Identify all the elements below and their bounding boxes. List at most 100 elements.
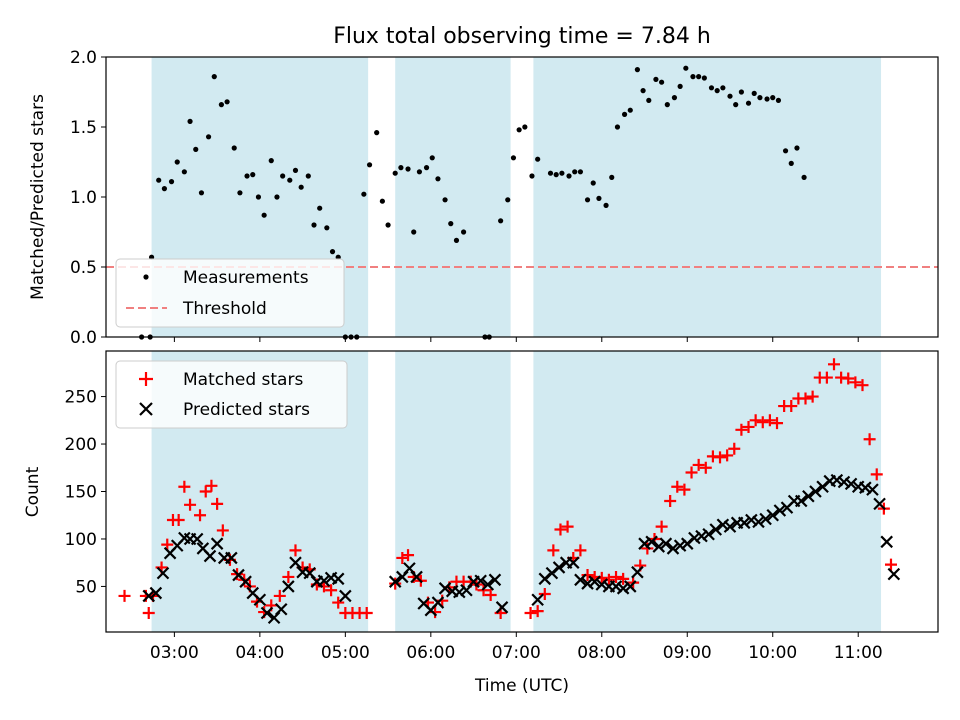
measurement-points [139, 65, 807, 340]
predicted-star-point [481, 578, 495, 591]
measurement-point [237, 190, 243, 196]
x-tick-label: 10:00 [748, 643, 797, 663]
measurement-point [522, 124, 528, 130]
x-tick-label: 06:00 [406, 643, 455, 663]
matched-star-point [531, 605, 544, 618]
x-tick-label: 07:00 [492, 643, 541, 663]
matched-star-point [199, 485, 212, 498]
legend-label: Measurements [183, 268, 309, 288]
matched-star-point [216, 524, 229, 537]
matched-star-point [799, 392, 812, 405]
predicted-star-point [274, 602, 288, 616]
measurement-point [161, 186, 168, 192]
y-ticks: 50 100 150 200 250 [65, 388, 106, 597]
predicted-star-point [773, 504, 787, 517]
matched-star-point [211, 497, 224, 510]
measurement-point [782, 148, 789, 154]
matched-star-point [538, 588, 551, 601]
measurement-point [411, 229, 417, 235]
legend: Matched stars Predicted stars [115, 360, 348, 429]
count-points [118, 358, 901, 625]
measurement-point [775, 97, 782, 103]
measurement-point [460, 229, 467, 235]
matched-star-point [641, 542, 654, 555]
measurement-point [305, 173, 311, 179]
matched-star-point [184, 498, 197, 511]
predicted-star-point [431, 596, 445, 609]
predicted-star-point [809, 485, 822, 498]
matched-star-point [161, 538, 174, 551]
predicted-star-point [638, 537, 651, 550]
measurement-point [268, 158, 274, 164]
measurement-point [423, 165, 430, 171]
matched-star-point [742, 420, 755, 433]
measurement-point [634, 67, 640, 73]
y-tick-label: 0.5 [70, 258, 97, 278]
matched-star-point [360, 607, 373, 620]
predicted-star-point [859, 481, 872, 494]
predicted-star-point [260, 606, 274, 620]
measurement-point [529, 173, 535, 179]
predicted-star-point [873, 497, 886, 511]
measurement-point [566, 173, 572, 179]
measurement-point [609, 174, 615, 180]
observing-window [533, 57, 882, 337]
matched-star-point [763, 414, 776, 427]
predicted-star-point [709, 523, 723, 536]
matched-star-point [828, 358, 840, 371]
measurement-point [714, 88, 720, 94]
measurement-point [392, 170, 398, 176]
predicted-star-point [688, 531, 701, 545]
matched-star-point [194, 509, 207, 522]
measurement-point [218, 102, 224, 108]
measurement-point [751, 90, 757, 96]
matched-star-point [685, 466, 698, 479]
predicted-star-point [595, 578, 609, 591]
measurement-point [553, 172, 559, 178]
predicted-star-point [837, 475, 851, 489]
predicted-star-point [225, 551, 238, 565]
matched-star-point [728, 442, 741, 455]
measurement-point [453, 237, 460, 243]
matched-star-point [332, 596, 345, 609]
matched-star-point [282, 570, 295, 583]
matched-star-point [561, 520, 574, 533]
matched-star-point [842, 372, 855, 385]
measurement-point [379, 198, 385, 204]
measurement-point [168, 179, 175, 185]
predicted-star-point [574, 573, 587, 587]
predicted-star-point [631, 565, 644, 579]
y-tick-label: 1.5 [70, 118, 97, 138]
matched-star-point [118, 589, 131, 602]
measurement-point [559, 170, 565, 176]
measurement-point [745, 100, 752, 106]
measurement-point [324, 225, 330, 231]
x-tick-label: 03:00 [150, 643, 199, 663]
measurement-point [416, 169, 423, 175]
predicted-star-point [289, 556, 302, 569]
observing-window [395, 57, 511, 337]
measurement-point [181, 169, 187, 175]
measurement-point [584, 197, 591, 203]
legend-label: Matched stars [183, 370, 303, 390]
measurement-point [385, 222, 391, 228]
measurement-point [738, 89, 744, 95]
measurement-point [627, 107, 633, 113]
measurement-point [720, 85, 726, 91]
matched-star-point [749, 414, 762, 427]
predicted-star-point [388, 575, 402, 588]
matched-star-point [856, 379, 869, 392]
predicted-star-point [210, 537, 224, 550]
measurement-point [156, 177, 162, 183]
legend-box [115, 360, 348, 429]
predicted-star-point [745, 513, 758, 527]
measurement-point [448, 221, 454, 227]
measurement-point [603, 202, 609, 208]
legend-label: Predicted stars [183, 400, 310, 420]
measurement-point [366, 162, 373, 168]
count-panel: 03:00 04:00 05:00 06:00 07:00 08:00 09:00 10:00… [23, 350, 939, 663]
predicted-star-point [453, 585, 466, 599]
matched-star-point [806, 390, 819, 403]
measurement-point [547, 170, 554, 176]
predicted-star-point [156, 566, 170, 580]
